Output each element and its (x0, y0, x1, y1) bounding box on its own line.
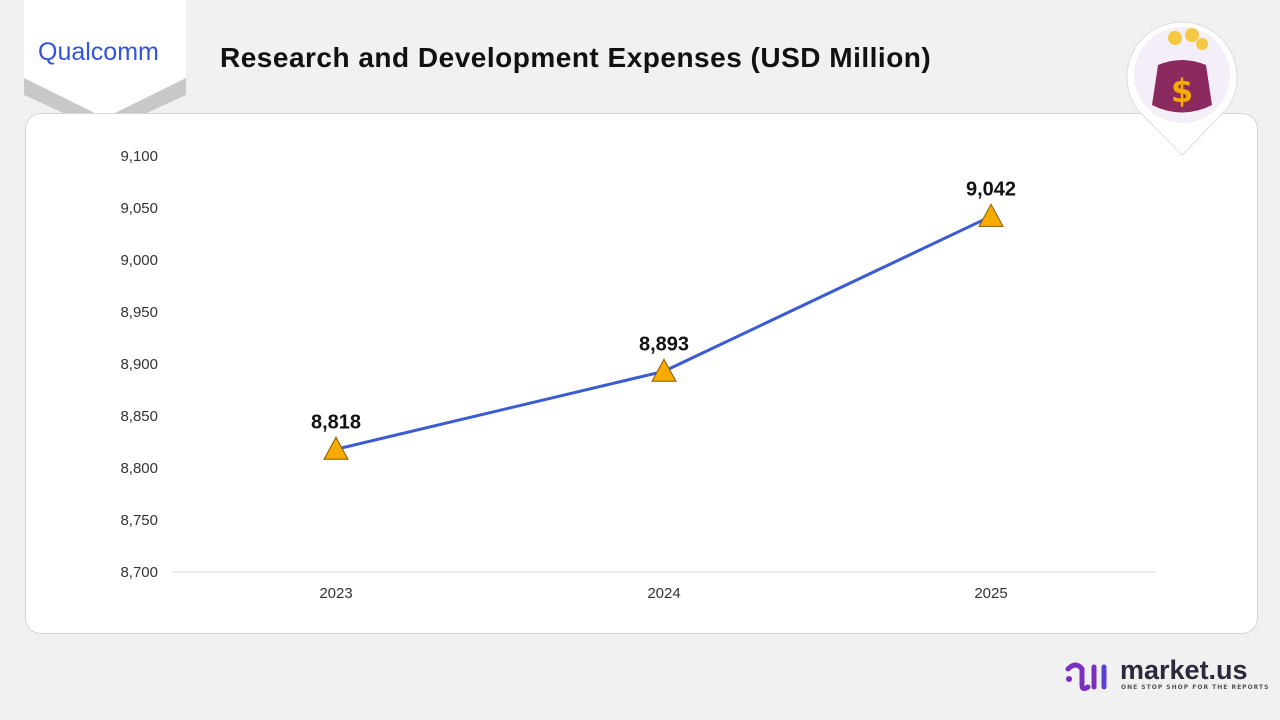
x-tick-label: 2025 (974, 585, 1007, 602)
y-tick-label: 8,700 (120, 564, 158, 581)
market-us-logo: market.us (1120, 655, 1248, 685)
money-bag-illustration: $ (1126, 21, 1238, 156)
qualcomm-logo: Qualcomm (38, 38, 159, 66)
y-tick-label: 9,050 (120, 200, 158, 217)
data-label: 8,893 (639, 333, 689, 355)
x-tick-label: 2024 (647, 585, 680, 602)
market-us-logo-icon (1065, 662, 1107, 692)
triangle-marker (978, 203, 1004, 227)
data-label: 9,042 (966, 178, 1016, 200)
svg-text:$: $ (1171, 72, 1193, 110)
y-tick-label: 8,850 (120, 408, 158, 425)
triangle-marker (323, 436, 349, 460)
y-tick-label: 9,000 (120, 252, 158, 269)
y-tick-label: 8,950 (120, 304, 158, 321)
market-us-tagline: ONE STOP SHOP FOR THE REPORTS (1121, 684, 1270, 691)
y-tick-label: 8,750 (120, 512, 158, 529)
x-tick-label: 2023 (319, 585, 352, 602)
company-logo-badge (24, 0, 186, 132)
triangle-marker (651, 358, 677, 382)
chart-title: Research and Development Expenses (USD M… (220, 42, 932, 73)
y-tick-label: 8,900 (120, 356, 158, 373)
data-label: 8,818 (311, 411, 361, 433)
y-tick-label: 9,100 (120, 148, 158, 165)
y-tick-label: 8,800 (120, 460, 158, 477)
chart-card (25, 113, 1258, 634)
